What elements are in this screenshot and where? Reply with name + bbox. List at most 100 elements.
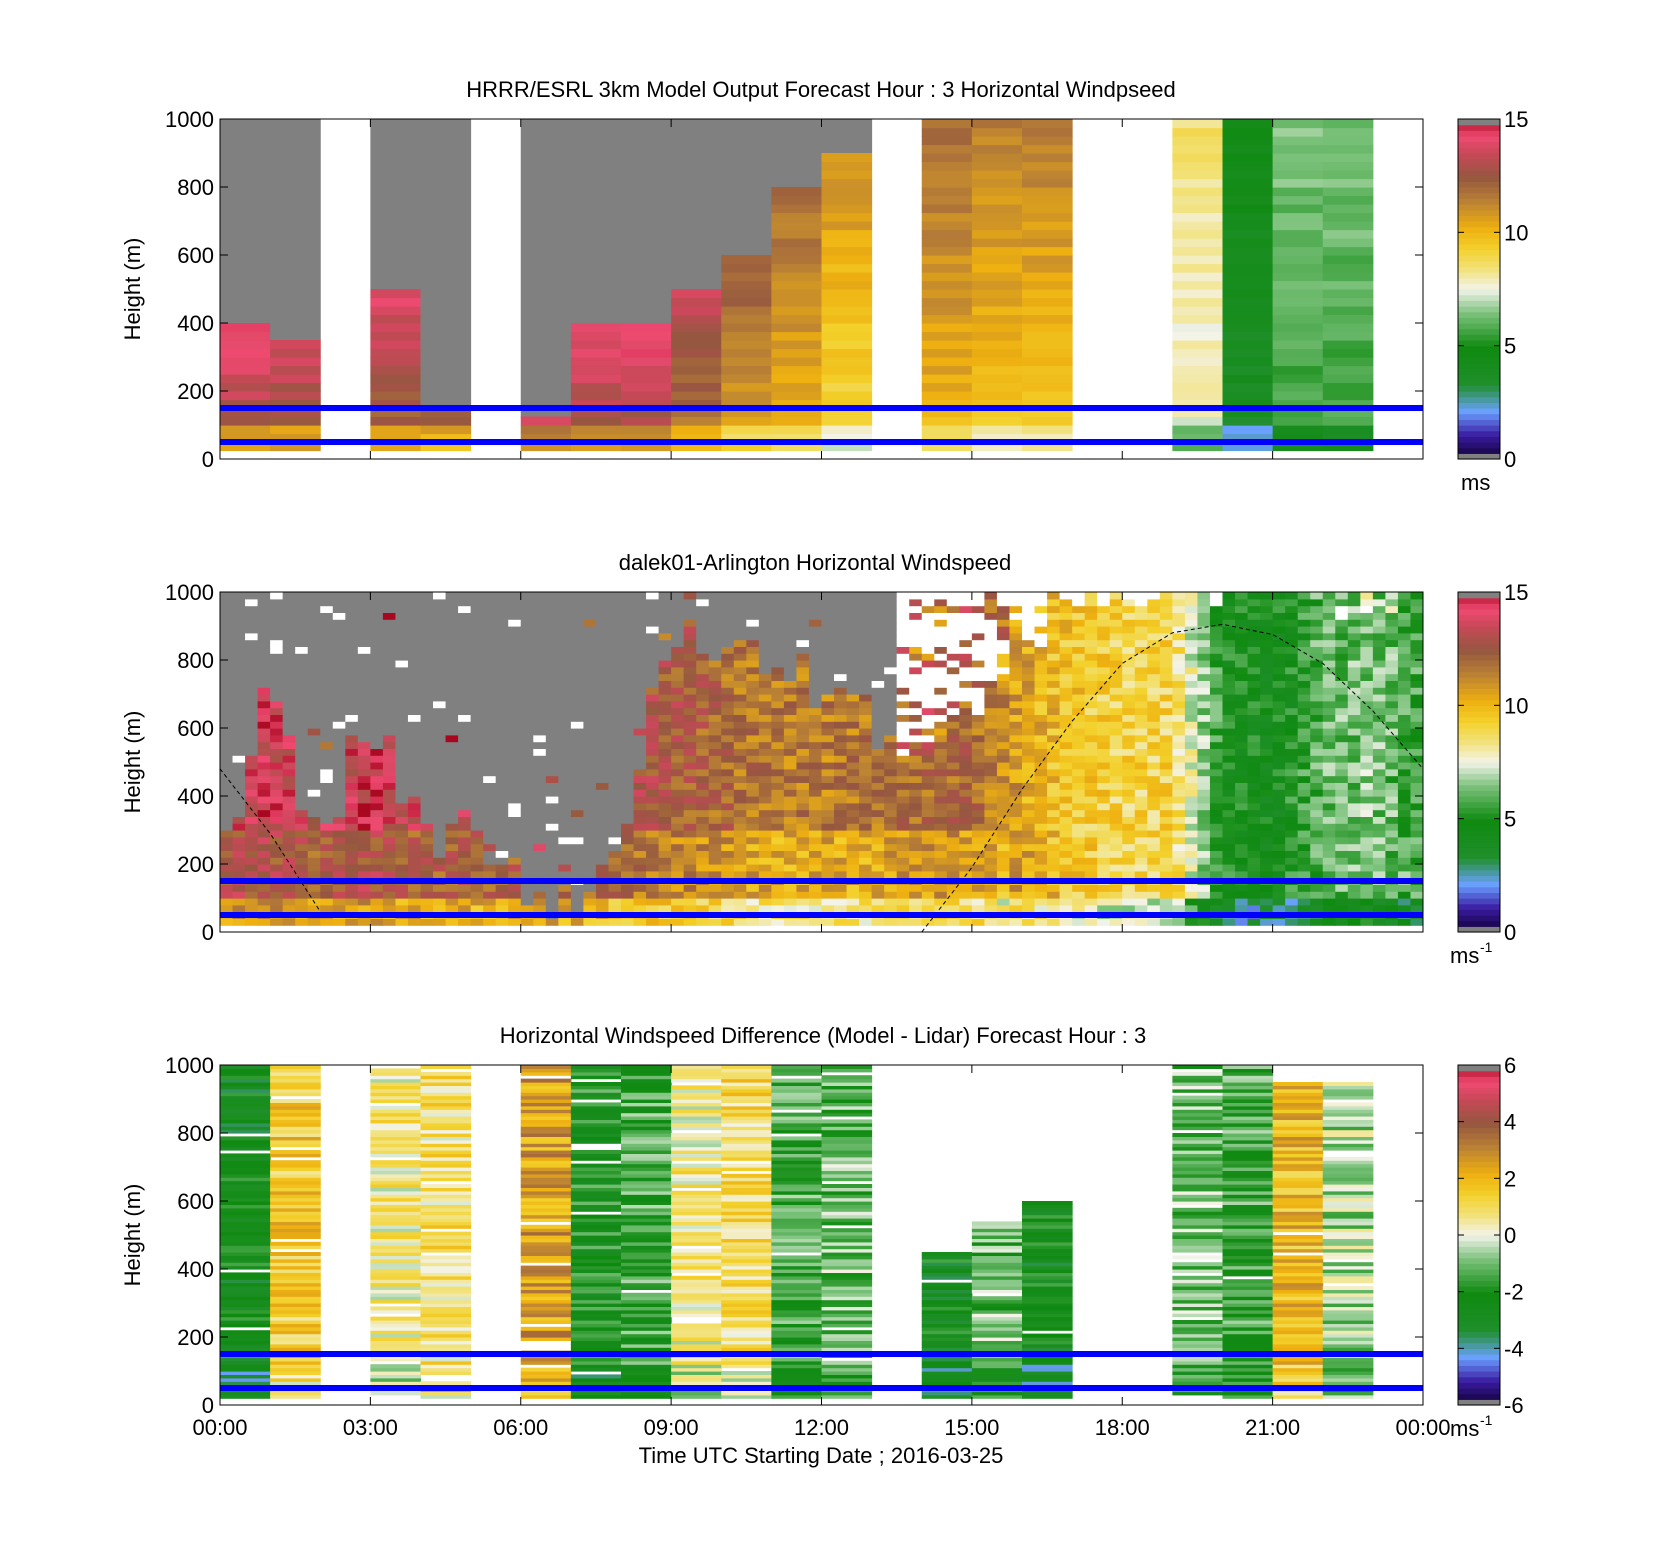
heatmap-cell (1184, 816, 1199, 824)
heatmap-cell (971, 619, 986, 627)
colorbar-segment (1458, 283, 1500, 290)
heatmap-cell (859, 836, 873, 845)
heatmap-cell (295, 721, 309, 729)
heatmap-cell (808, 673, 823, 681)
heatmap-cell (320, 592, 334, 600)
heatmap-cell (558, 605, 572, 613)
heatmap-cell (1084, 714, 1098, 722)
heatmap-cell (520, 755, 534, 763)
heatmap-cell (1222, 816, 1236, 824)
heatmap-cell (370, 331, 421, 341)
heatmap-cell (708, 694, 722, 702)
heatmap-cell (971, 433, 1023, 443)
heatmap-cell (533, 734, 547, 743)
heatmap-cell (1172, 898, 1186, 906)
heatmap-cell (1097, 646, 1111, 654)
heatmap-cell (996, 843, 1011, 851)
heatmap-cell (320, 694, 334, 702)
heatmap-cell (545, 864, 559, 872)
heatmap-cell (1009, 619, 1023, 627)
heatmap-cell (846, 741, 860, 749)
heatmap-cell (483, 755, 497, 763)
heatmap-cell (320, 809, 334, 817)
heatmap-cell (683, 660, 697, 668)
heatmap-cell (1260, 660, 1274, 668)
heatmap-cell (721, 272, 772, 282)
heatmap-cell (808, 768, 823, 777)
heatmap-cell (1197, 598, 1211, 607)
heatmap-cell (407, 734, 422, 743)
heatmap-cell (1134, 891, 1148, 899)
heatmap-cell (658, 823, 672, 831)
heatmap-cell (971, 796, 986, 804)
heatmap-cell (646, 714, 660, 722)
heatmap-cell (783, 666, 798, 675)
heatmap-cell (1172, 195, 1223, 205)
heatmap-cell (1147, 605, 1161, 613)
heatmap-cell (1022, 904, 1036, 913)
heatmap-cell (470, 864, 484, 872)
heatmap-cell (320, 714, 334, 722)
heatmap-cell (1047, 782, 1061, 790)
heatmap-cell (1272, 700, 1286, 709)
colorbar-segment (1458, 266, 1500, 273)
heatmap-cell (1109, 728, 1123, 736)
heatmap-cell (971, 382, 1023, 392)
heatmap-cell (1134, 673, 1148, 681)
heatmap-cell (896, 646, 910, 654)
heatmap-cell (345, 700, 359, 709)
heatmap-cell (834, 646, 848, 654)
heatmap-cell (1272, 741, 1286, 749)
heatmap-cell (758, 809, 772, 817)
heatmap-cell (1247, 768, 1261, 777)
y-tick-label: 600 (177, 243, 214, 268)
heatmap-cell (834, 864, 848, 872)
heatmap-cell (1247, 741, 1261, 749)
heatmap-cell (721, 891, 735, 899)
heatmap-cell (520, 802, 534, 811)
heatmap-cell (1260, 802, 1274, 811)
heatmap-cell (307, 626, 321, 634)
heatmap-cell (1022, 416, 1073, 426)
heatmap-cell (470, 768, 484, 777)
heatmap-cell (420, 639, 434, 647)
heatmap-cell (721, 592, 735, 600)
heatmap-cell (1122, 864, 1136, 872)
heatmap-cell (395, 660, 409, 668)
heatmap-cell (232, 870, 246, 879)
heatmap-cell (783, 768, 798, 777)
heatmap-cell (1147, 646, 1161, 654)
heatmap-cell (1310, 598, 1324, 607)
heatmap-cell (433, 891, 447, 899)
heatmap-cell (1059, 612, 1073, 620)
heatmap-cell (921, 598, 935, 607)
heatmap-cell (382, 632, 397, 641)
heatmap-cell (696, 870, 710, 879)
heatmap-cell (721, 612, 735, 620)
heatmap-cell (821, 850, 835, 858)
heatmap-cell (545, 748, 559, 756)
heatmap-cell (520, 904, 534, 913)
heatmap-cell (808, 598, 823, 607)
heatmap-cell (282, 680, 296, 688)
heatmap-cell (671, 802, 685, 811)
heatmap-cell (821, 272, 873, 282)
heatmap-cell (545, 687, 559, 695)
heatmap-cell (909, 918, 923, 926)
heatmap-cell (1147, 619, 1161, 627)
heatmap-cell (1322, 442, 1374, 452)
heatmap-cell (445, 687, 459, 695)
heatmap-cell (1122, 809, 1136, 817)
heatmap-cell (783, 748, 798, 756)
heatmap-cell (1272, 823, 1286, 831)
heatmap-cell (796, 612, 810, 620)
heatmap-cell (909, 700, 923, 709)
heatmap-cell (984, 816, 998, 824)
heatmap-cell (871, 823, 885, 831)
heatmap-cell (808, 741, 823, 749)
heatmap-cell (746, 884, 760, 892)
heatmap-cell (633, 802, 647, 811)
heatmap-cell (1197, 721, 1211, 729)
heatmap-cell (1335, 762, 1349, 770)
heatmap-cell (733, 836, 747, 845)
